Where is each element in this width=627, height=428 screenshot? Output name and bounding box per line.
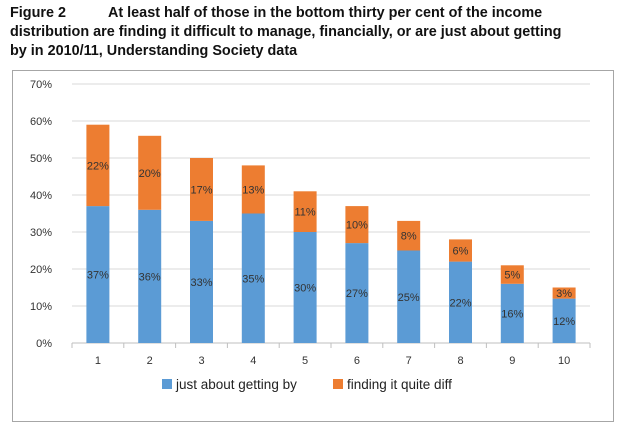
bar-9-finding-it-quite-diff — [500, 265, 524, 284]
x-tick-label: 4 — [250, 355, 256, 367]
y-tick-label: 10% — [30, 301, 52, 313]
y-tick-label: 50% — [30, 153, 52, 165]
data-label: 35% — [242, 273, 264, 285]
caption-line-1: Figure 2 At least half of those in the bo… — [10, 4, 620, 23]
x-tick-label: 5 — [302, 355, 308, 367]
data-label: 36% — [139, 271, 161, 283]
bar-5-finding-it-quite-diff — [293, 191, 317, 232]
bar-1-just-about-getting-by — [86, 206, 110, 343]
bar-5-just-about-getting-by — [293, 232, 317, 343]
bar-4-just-about-getting-by — [241, 213, 265, 343]
legend-label: finding it quite diff — [347, 377, 452, 392]
caption-title-start: At least half of those in the bottom thi… — [108, 5, 543, 21]
x-tick-label: 8 — [457, 355, 463, 367]
x-tick-label: 7 — [406, 355, 412, 367]
bar-9-just-about-getting-by — [500, 283, 524, 343]
bar-7-finding-it-quite-diff — [397, 220, 421, 251]
figure-caption: Figure 2 At least half of those in the bo… — [10, 4, 620, 61]
caption-line-3: by in 2010/11, Understanding Society dat… — [10, 43, 298, 59]
bar-6-just-about-getting-by — [345, 243, 369, 343]
bar-6-finding-it-quite-diff — [345, 206, 369, 244]
chart-area — [12, 70, 614, 422]
bar-4-finding-it-quite-diff — [241, 165, 265, 214]
data-label: 33% — [190, 277, 212, 289]
bar-8-finding-it-quite-diff — [449, 239, 472, 262]
x-tick-label: 10 — [558, 355, 570, 367]
data-label: 11% — [294, 207, 315, 219]
y-tick-label: 70% — [30, 79, 52, 91]
data-label: 5% — [504, 270, 520, 282]
bar-3-finding-it-quite-diff — [190, 158, 213, 221]
data-label: 6% — [453, 246, 469, 258]
data-label: 10% — [346, 220, 368, 232]
bar-10-finding-it-quite-diff — [552, 287, 576, 299]
x-tick-label: 6 — [354, 355, 360, 367]
data-label: 13% — [242, 184, 264, 196]
x-tick-label: 1 — [95, 355, 101, 367]
legend-label: just about getting by — [175, 377, 297, 392]
y-tick-label: 60% — [30, 116, 52, 128]
caption-line-2: distribution are finding it difficult to… — [10, 24, 562, 40]
data-label: 17% — [190, 184, 212, 196]
bar-10-just-about-getting-by — [552, 298, 576, 343]
x-tick-label: 9 — [509, 355, 515, 367]
data-label: 37% — [87, 270, 109, 282]
legend-swatch-just-about-getting-by — [162, 379, 172, 389]
data-label: 16% — [501, 308, 523, 320]
bar-8-just-about-getting-by — [449, 261, 472, 343]
y-tick-label: 0% — [36, 338, 52, 350]
bar-1-finding-it-quite-diff — [86, 124, 110, 207]
data-label: 27% — [346, 288, 368, 300]
data-label: 20% — [139, 168, 161, 180]
data-label: 25% — [398, 292, 420, 304]
y-tick-label: 30% — [30, 227, 52, 239]
bar-2-just-about-getting-by — [138, 209, 162, 343]
x-tick-label: 3 — [198, 355, 204, 367]
x-tick-label: 2 — [147, 355, 153, 367]
data-label: 22% — [87, 160, 109, 172]
data-label: 22% — [449, 297, 471, 309]
figure-number: Figure 2 — [10, 5, 66, 21]
data-label: 30% — [294, 283, 316, 295]
data-label: 12% — [553, 316, 575, 328]
bar-3-just-about-getting-by — [190, 220, 213, 343]
data-label: 3% — [556, 288, 572, 300]
y-tick-label: 20% — [30, 264, 52, 276]
y-tick-label: 40% — [30, 190, 52, 202]
bar-2-finding-it-quite-diff — [138, 135, 162, 210]
legend-swatch-finding-it-quite-diff — [333, 379, 343, 389]
bar-7-just-about-getting-by — [397, 250, 421, 343]
data-label: 8% — [401, 231, 417, 243]
